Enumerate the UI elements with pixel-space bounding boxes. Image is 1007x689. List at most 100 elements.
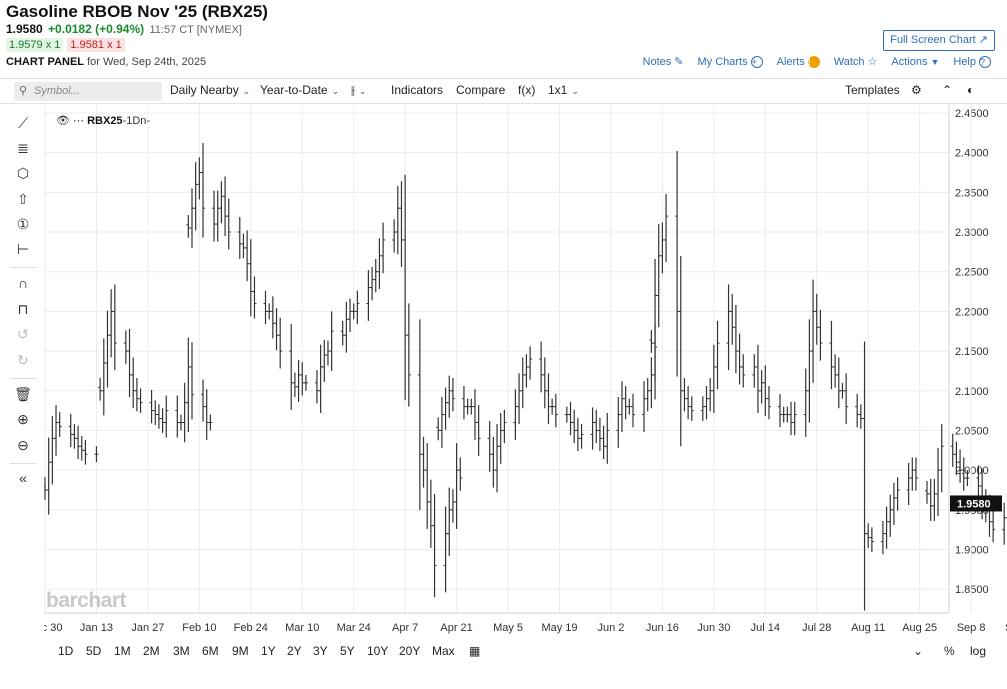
chevron-down-icon: ⌄ xyxy=(331,86,340,96)
dark-mode-icon[interactable]: ◐ xyxy=(967,83,975,97)
calendar-icon[interactable]: ▦ xyxy=(469,644,481,658)
daily-nearby-dropdown[interactable]: Daily Nearby ⌄ xyxy=(170,83,250,97)
chart-area[interactable]: 2.4500 2.4000 2.3500 2.3000 2.2500 2.2000 2.15… xyxy=(44,105,1007,639)
layout-dropdown[interactable]: 1x1 ⌄ xyxy=(548,83,579,97)
compare-button[interactable]: Compare xyxy=(456,83,506,97)
redo-icon[interactable]: ↻ xyxy=(17,352,29,368)
star-icon: ☆ xyxy=(867,56,878,68)
chevron-down-icon: ⌄ xyxy=(358,86,367,96)
x-tick-label: Jun 2 xyxy=(597,622,624,634)
notes-link[interactable]: Notes ✎ xyxy=(643,55,684,69)
alerts-link[interactable]: Alerts! xyxy=(777,55,820,68)
range-button-20y[interactable]: 20Y xyxy=(399,644,421,658)
price-chart[interactable]: 2.4500 2.4000 2.3500 2.3000 2.2500 2.2000 2.15… xyxy=(44,105,1007,639)
daily-nearby-label: Daily Nearby xyxy=(170,83,239,97)
full-screen-chart-button[interactable]: Full Screen Chart ↗ xyxy=(883,30,995,51)
x-tick-label: Jun 30 xyxy=(697,622,730,634)
range-button-5y[interactable]: 5Y xyxy=(340,644,355,658)
range-button-5d[interactable]: 5D xyxy=(86,644,102,658)
trash-icon[interactable]: 🗑 xyxy=(14,386,32,402)
range-button-1m[interactable]: 1M xyxy=(114,644,131,658)
bar-type-dropdown[interactable]: ⫲ ⌄ xyxy=(351,83,366,98)
x-tick-label: Feb 10 xyxy=(182,622,216,634)
watch-link[interactable]: Watch ☆ xyxy=(834,55,878,69)
year-to-date-dropdown[interactable]: Year-to-Date ⌄ xyxy=(260,83,339,97)
x-tick-label: Aug 25 xyxy=(902,622,937,634)
range-button-3m[interactable]: 3M xyxy=(173,644,190,658)
magnet-icon[interactable]: ∩ xyxy=(17,275,29,291)
measure-tool-icon[interactable]: ⊢ xyxy=(16,241,30,257)
fx-button[interactable]: f(x) xyxy=(518,83,536,97)
x-tick-label: Sep 8 xyxy=(957,622,986,634)
drawing-tools: ⟋ ≣ ⬡ ⇧ ① ⊢ ∩ ⊓ ↺ ↻ 🗑 ⊕ ⊖ « xyxy=(0,105,44,639)
chart-panel-date-text: for Wed, Sep 24th, 2025 xyxy=(87,56,207,68)
range-button-2m[interactable]: 2M xyxy=(143,644,160,658)
actions-menu[interactable]: Actions ▼ xyxy=(891,55,939,68)
y-tick-label: 2.2000 xyxy=(955,306,989,318)
lock-icon[interactable]: ⊓ xyxy=(17,301,29,317)
zoom-in-icon[interactable]: ⊕ xyxy=(17,411,29,427)
layout-label: 1x1 xyxy=(548,83,568,97)
undo-icon[interactable]: ↺ xyxy=(17,326,29,342)
range-button-1y[interactable]: 1Y xyxy=(261,644,276,658)
x-tick-label: Mar 10 xyxy=(285,622,319,634)
edit-icon: ✎ xyxy=(674,56,684,68)
number-tool-icon[interactable]: ① xyxy=(16,216,30,232)
x-tick-label: Sep 22 xyxy=(1005,622,1007,634)
zoom-out-icon[interactable]: ⊖ xyxy=(17,437,29,453)
x-tick-label: May 19 xyxy=(541,622,577,634)
range-button-2y[interactable]: 2Y xyxy=(287,644,302,658)
x-tick-label: Apr 7 xyxy=(392,622,418,634)
y-tick-label: 1.9000 xyxy=(955,545,989,557)
my-charts-link[interactable]: My Charts + xyxy=(697,55,763,68)
y-tick-label: 2.1500 xyxy=(955,346,989,358)
x-tick-label: Mar 24 xyxy=(337,622,371,634)
y-tick-label: 2.0500 xyxy=(955,425,989,437)
more-icon[interactable]: ⋯ xyxy=(73,115,85,127)
range-button-1d[interactable]: 1D xyxy=(58,644,74,658)
range-button-9m[interactable]: 9M xyxy=(232,644,249,658)
chevron-down-icon: ⌄ xyxy=(242,86,251,96)
x-tick-label: Apr 21 xyxy=(440,622,472,634)
shape-tool-icon[interactable]: ⬡ xyxy=(16,165,30,181)
line-tool-icon[interactable]: ⟋ xyxy=(18,115,28,131)
fib-tool-icon[interactable]: ≣ xyxy=(17,140,29,156)
range-button-max[interactable]: Max xyxy=(432,644,455,658)
legend-symbol: RBX25 xyxy=(87,115,123,127)
plus-circle-icon: + xyxy=(750,55,763,68)
tools-divider xyxy=(10,378,36,379)
percent-toggle[interactable]: % xyxy=(944,644,955,658)
gear-icon[interactable]: ⚙ xyxy=(911,83,922,97)
arrow-up-tool-icon[interactable]: ⇧ xyxy=(17,191,29,207)
y-tick-label: 2.3500 xyxy=(955,187,989,199)
x-tick-label: Jan 13 xyxy=(80,622,113,634)
x-tick-label: Aug 11 xyxy=(851,622,885,634)
eye-icon[interactable]: 👁 xyxy=(56,115,70,127)
range-button-6m[interactable]: 6M xyxy=(202,644,219,658)
range-button-10y[interactable]: 10Y xyxy=(367,644,389,658)
full-screen-label: Full Screen Chart xyxy=(890,34,976,46)
collapse-sidebar-icon[interactable]: « xyxy=(19,470,27,486)
range-bar: 1D 5D 1M 2M 3M 6M 9M 1Y 2Y 3Y 5Y 10Y 20Y Max ▦ ⌄ % log xyxy=(0,639,1007,665)
quote-time: 11:57 CT [NYMEX] xyxy=(149,24,242,36)
page-title: Gasoline RBOB Nov '25 (RBX25) xyxy=(6,2,268,21)
indicators-button[interactable]: Indicators xyxy=(391,83,444,97)
last-price-label: 1.9580 xyxy=(957,498,991,510)
collapse-icon[interactable]: ⌃ xyxy=(942,83,953,97)
alert-icon: ! xyxy=(807,55,820,68)
barchart-logo: barchart xyxy=(46,589,127,612)
range-button-3y[interactable]: 3Y xyxy=(313,644,328,658)
expand-icon: ↗ xyxy=(978,34,988,46)
x-tick-label: Jul 14 xyxy=(751,622,780,634)
ask-badge: 1.9581 x 1 xyxy=(67,38,125,52)
symbol-search-input[interactable]: ⚲ Symbol... xyxy=(14,82,162,101)
help-link[interactable]: Help? xyxy=(953,55,991,68)
chevron-down-icon[interactable]: ⌄ xyxy=(913,644,924,658)
x-tick-label: Jul 28 xyxy=(802,622,831,634)
year-to-date-label: Year-to-Date xyxy=(260,83,328,97)
log-toggle[interactable]: log xyxy=(970,644,987,658)
chart-panel-label: CHART PANEL xyxy=(6,56,85,68)
y-tick-label: 2.2500 xyxy=(955,267,989,279)
templates-button[interactable]: Templates xyxy=(845,83,900,97)
caret-down-icon: ▼ xyxy=(930,56,940,67)
